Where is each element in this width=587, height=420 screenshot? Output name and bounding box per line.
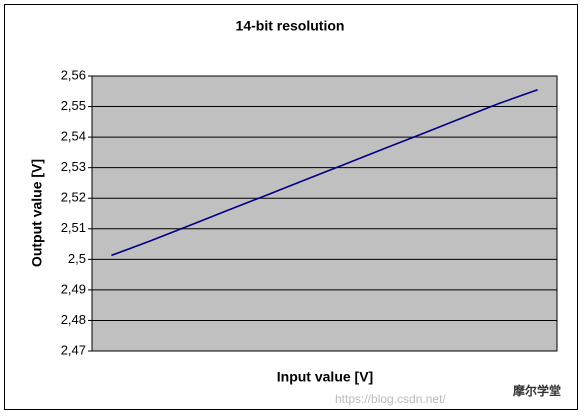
y-tick-label: 2,53 xyxy=(61,159,86,174)
watermark-url: https://blog.csdn.net/ xyxy=(335,392,446,406)
y-tick-label: 2,56 xyxy=(61,67,86,82)
y-tick-label: 2,49 xyxy=(61,281,86,296)
y-tick-label: 2,52 xyxy=(61,190,86,205)
y-tick-label: 2,48 xyxy=(61,312,86,327)
y-tick-label: 2,54 xyxy=(61,129,86,144)
watermark-name: 摩尔学堂 xyxy=(513,383,561,398)
chart-title: 14-bit resolution xyxy=(236,18,345,34)
plot-area xyxy=(91,75,558,352)
y-tick-label: 2,51 xyxy=(61,220,86,235)
y-axis-title: Output value [V] xyxy=(29,159,45,267)
y-tick-label: 2,55 xyxy=(61,98,86,113)
x-axis-title: Input value [V] xyxy=(277,369,373,385)
y-tick-label: 2,47 xyxy=(61,342,86,357)
y-tick-label: 2,5 xyxy=(68,251,86,266)
line xyxy=(111,89,538,257)
